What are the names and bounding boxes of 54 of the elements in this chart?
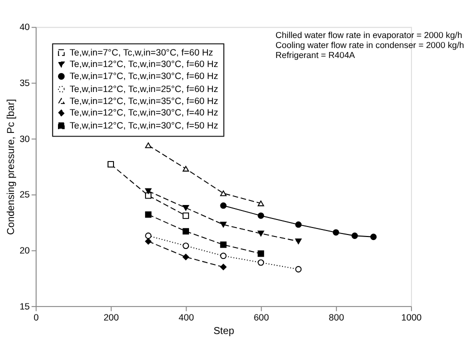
point	[258, 230, 264, 236]
legend-label: Te,w,in=12°C, Tc,w,in=25°C, f=60 Hz	[70, 84, 219, 94]
y-tick-label: 15	[20, 301, 30, 312]
y-tick-label: 40	[20, 22, 30, 32]
x-tick-label: 400	[178, 312, 194, 322]
x-axis-title: Step	[213, 326, 235, 338]
y-tick-label: 35	[20, 78, 30, 88]
point	[295, 221, 302, 228]
y-axis-title: Condensing pressure, Pc [bar]	[6, 98, 18, 235]
point	[220, 202, 227, 209]
point	[295, 266, 302, 272]
point	[182, 212, 190, 219]
point	[220, 222, 227, 228]
point	[258, 250, 264, 257]
legend-label: Te,w,in=12°C, Tc,w,in=30°C, f=40 Hz	[70, 108, 219, 118]
point	[220, 252, 227, 260]
point	[182, 166, 190, 172]
x-tick-label: 0	[34, 312, 39, 322]
annotation: Refrigerant = R404A	[276, 50, 356, 60]
point	[220, 264, 227, 270]
point	[182, 205, 190, 211]
x-tick-label: 600	[254, 312, 269, 322]
point	[182, 254, 190, 260]
legend-label: Te,w,in=12°C, Tc,w,in=30°C, f=50 Hz	[70, 120, 219, 131]
point	[108, 161, 114, 168]
point	[145, 188, 152, 194]
point	[145, 232, 152, 239]
point	[352, 232, 358, 239]
point	[220, 241, 227, 248]
point	[258, 200, 264, 206]
x-tick-label: 800	[328, 312, 344, 322]
point	[182, 242, 190, 250]
legend-label: Te,w,in=7°C, Tc,w,in=30°C, f=60 Hz	[70, 47, 214, 58]
point	[220, 190, 227, 196]
point	[145, 142, 152, 148]
x-tick-label: 1000	[401, 312, 422, 322]
point	[182, 228, 190, 234]
legend-label: Te,w,in=17°C, Tc,w,in=30°C, f=60 Hz	[70, 71, 219, 82]
point	[295, 238, 302, 244]
annotation: Cooling water flow rate in condenser = 2000 kg/h	[276, 40, 464, 50]
point	[145, 192, 152, 199]
legend-label: Te,w,in=12°C, Tc,w,in=35°C, f=60 Hz	[70, 96, 219, 106]
point	[332, 229, 340, 236]
y-tick-label: 20	[20, 245, 30, 256]
legend-label: Te,w,in=12°C, Tc,w,in=30°C, f=60 Hz	[70, 59, 219, 70]
point	[370, 234, 377, 240]
point	[258, 259, 264, 266]
y-tick-label: 30	[20, 134, 30, 144]
y-tick-label: 25	[20, 190, 30, 200]
point	[258, 212, 264, 219]
annotation: Chilled water flow rate in evaporator = 2000 kg/h	[276, 30, 462, 40]
point	[145, 211, 152, 218]
x-tick-label: 200	[104, 312, 119, 322]
point	[145, 238, 152, 245]
